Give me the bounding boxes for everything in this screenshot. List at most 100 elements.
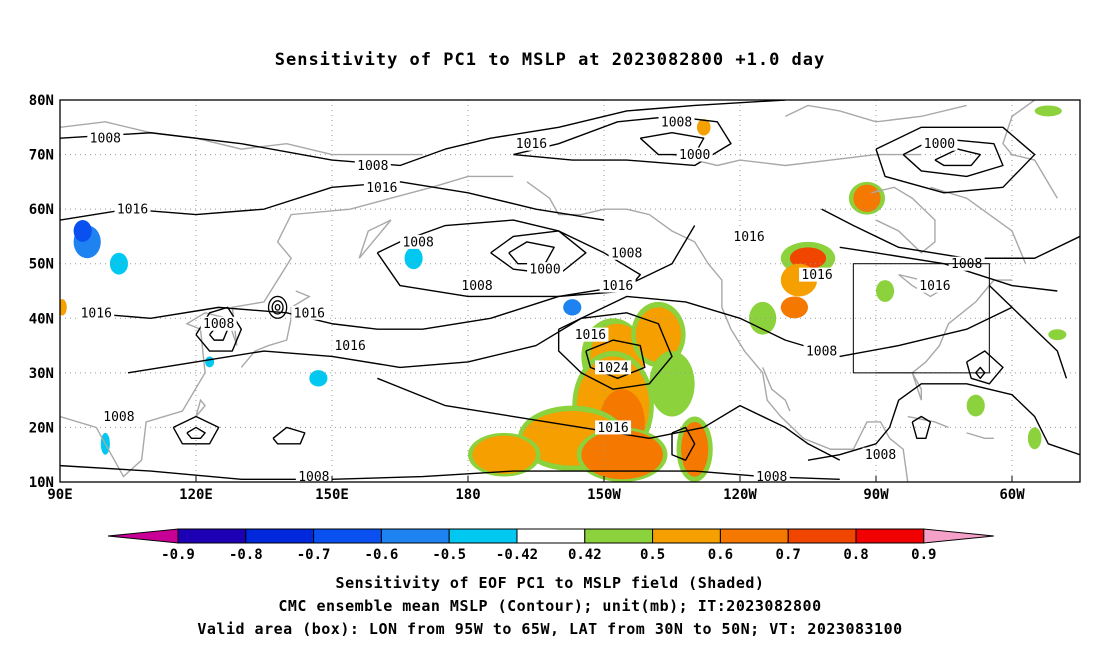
- contour-label: 1008: [357, 159, 388, 174]
- coastline: [526, 181, 909, 482]
- mslp-contour: [172, 415, 220, 445]
- map-frame: [59, 99, 1081, 483]
- mslp-contour: [557, 312, 673, 390]
- contour-label: 1016: [366, 181, 397, 196]
- lat-tick-label: 40N: [29, 311, 54, 327]
- contour-label-bg: [799, 267, 836, 282]
- contour-label-bg: [572, 327, 609, 342]
- contour-label: 1000: [679, 148, 710, 163]
- shaded-region: [649, 351, 695, 417]
- contour-label: 1016: [602, 279, 633, 294]
- coastline: [1002, 100, 1058, 199]
- map-title: Sensitivity of PC1 to MSLP at 2023082800…: [274, 50, 826, 70]
- coastline: [966, 432, 994, 440]
- mslp-contour: [186, 426, 206, 440]
- valid-area-box: [852, 263, 990, 374]
- shaded-region: [1034, 105, 1062, 117]
- mslp-contour: [965, 350, 1004, 385]
- contour-label-bg: [332, 338, 369, 353]
- lat-tick-label: 50N: [29, 257, 54, 273]
- mslp-contour: [911, 415, 932, 440]
- colorbar-segment: [313, 528, 382, 544]
- shaded-region: [789, 247, 827, 270]
- colorbar-segment: [380, 528, 450, 544]
- shaded-region: [681, 421, 709, 477]
- coastline: [762, 367, 791, 412]
- coastline: [876, 279, 1012, 401]
- contour-label-bg: [78, 305, 115, 320]
- contour-label: 1008: [298, 470, 329, 485]
- shaded-region: [109, 252, 128, 275]
- contour-label-bg: [595, 360, 632, 375]
- colorbar-left-extension: [107, 528, 179, 544]
- coastline: [930, 186, 1027, 264]
- contour-label: 1008: [865, 448, 896, 463]
- lat-tick-label: 10N: [29, 475, 54, 491]
- contour-label: 1008: [90, 132, 121, 147]
- coastline: [60, 121, 423, 156]
- lat-tick-label: 30N: [29, 366, 54, 382]
- colorbar-segment: [245, 528, 315, 544]
- contour-label: 1016: [801, 268, 832, 283]
- colorbar-segment: [584, 528, 654, 544]
- mslp-contour: [508, 241, 555, 265]
- colorbar-label: 0.7: [776, 547, 801, 563]
- contour-label-bg: [921, 136, 958, 151]
- contour-label-bg: [400, 234, 437, 249]
- colorbar-label: -0.42: [496, 547, 538, 563]
- colorbar-label: -0.6: [365, 547, 399, 563]
- mslp-contour: [490, 230, 587, 276]
- shaded-region: [853, 184, 881, 212]
- contour-label-bg: [608, 245, 645, 260]
- contour-label: 1008: [661, 115, 692, 130]
- lon-tick-label: 90E: [47, 487, 72, 503]
- mslp-contour: [639, 132, 705, 156]
- shaded-region: [60, 299, 67, 316]
- lat-tick-label: 70N: [29, 148, 54, 164]
- contour-label-bg: [459, 278, 496, 293]
- contour-label-bg: [753, 469, 790, 482]
- colorbar-segment: [787, 528, 857, 544]
- contour-label: 1024: [597, 361, 628, 376]
- colorbar-label: 0.8: [843, 547, 868, 563]
- shaded-region: [780, 296, 809, 319]
- shaded-region: [696, 119, 711, 136]
- shaded-region: [563, 299, 582, 316]
- colorbar-segment: [516, 528, 586, 544]
- shaded-region: [1048, 329, 1067, 341]
- mslp-contour: [272, 426, 306, 445]
- mslp-contour: [60, 181, 605, 221]
- contour-label: 1008: [203, 317, 234, 332]
- contour-label: 1000: [924, 137, 955, 152]
- contour-label-bg: [363, 180, 400, 195]
- mslp-contour: [376, 219, 641, 298]
- mslp-contour: [60, 100, 786, 167]
- colorbar-label: 0.9: [911, 547, 936, 563]
- contour-label-bg: [291, 305, 328, 320]
- mslp-contour: [267, 295, 288, 319]
- contour-label: 1008: [103, 410, 134, 425]
- lon-tick-label: 150E: [315, 487, 349, 503]
- lon-tick-label: 150W: [587, 487, 621, 503]
- colorbar-label: 0.5: [640, 547, 665, 563]
- lat-tick-label: 80N: [29, 93, 54, 109]
- colorbar-segment: [177, 528, 247, 544]
- coastline: [195, 398, 206, 417]
- contour-label-bg: [803, 344, 840, 359]
- contour-label: 1016: [516, 137, 547, 152]
- contour-label-bg: [114, 202, 151, 217]
- contour-label-bg: [658, 114, 695, 129]
- mslp-contour: [585, 339, 646, 380]
- mslp-contour: [271, 300, 284, 315]
- sensitivity-shading: [60, 105, 1067, 482]
- contour-label: 1008: [611, 246, 642, 261]
- contour-label: 1016: [334, 339, 365, 354]
- shaded-region: [635, 307, 682, 362]
- mslp-contour: [821, 208, 1080, 259]
- lon-tick-label: 120E: [179, 487, 213, 503]
- shaded-region: [581, 430, 663, 480]
- mslp-contour: [60, 464, 840, 480]
- coastline: [907, 415, 949, 429]
- shaded-region: [876, 280, 895, 302]
